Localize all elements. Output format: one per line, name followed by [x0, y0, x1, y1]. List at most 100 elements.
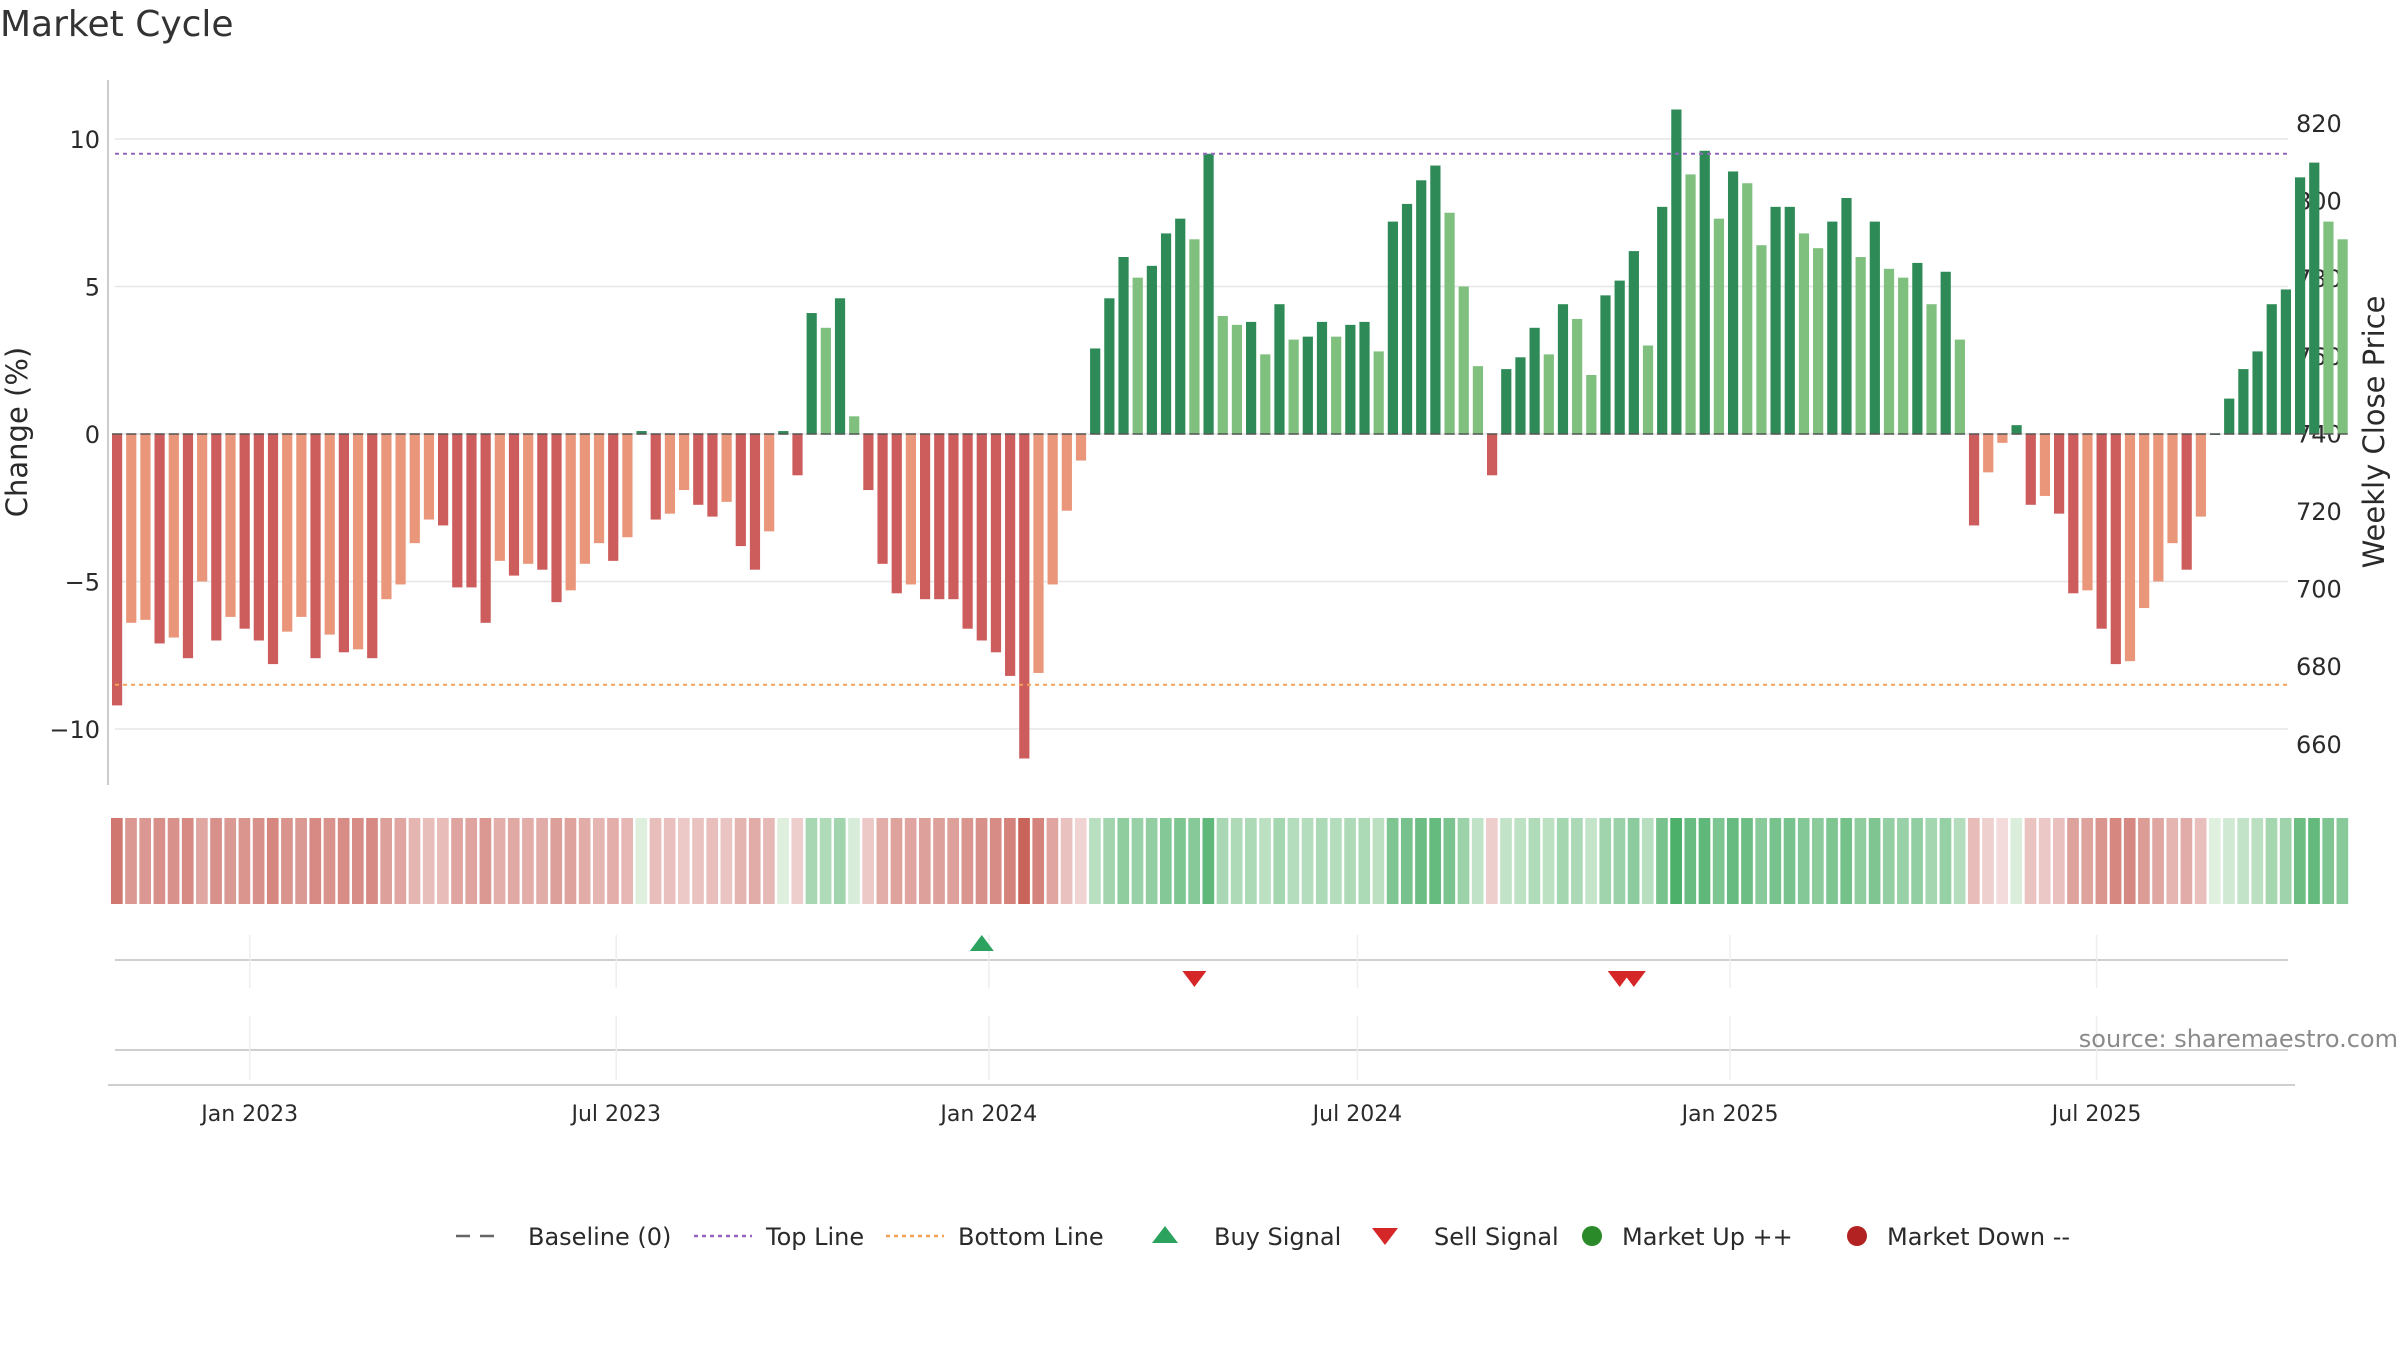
change-bar: [1316, 321, 1328, 434]
y-tick-label: 5: [85, 274, 100, 302]
y2-tick-label: 820: [2296, 110, 2342, 138]
change-bar: [1784, 206, 1795, 434]
change-bar: [593, 434, 605, 544]
cycle-strip-cell: [578, 818, 591, 904]
cycle-strip-cell: [918, 818, 931, 904]
cycle-strip-cell: [1046, 818, 1059, 904]
cycle-strip-cell: [1585, 818, 1597, 904]
legend-label: Buy Signal: [1214, 1223, 1341, 1251]
change-bar: [2323, 221, 2334, 434]
cycle-strip-cell: [1429, 818, 1441, 904]
change-bar: [1515, 357, 1526, 434]
cycle-strip-cell: [1344, 818, 1356, 904]
cycle-strip-cell: [479, 818, 492, 904]
cycle-strip-cell: [1656, 818, 1668, 904]
change-bar: [2039, 434, 2051, 496]
legend-swatch-circle: [1847, 1226, 1867, 1246]
legend-label: Sell Signal: [1434, 1223, 1559, 1251]
change-bar: [1543, 354, 1554, 434]
change-bar: [182, 434, 194, 659]
cycle-strip-cell: [1698, 818, 1711, 904]
cycle-strip-cell: [309, 818, 322, 904]
cycle-strip-cell: [1684, 818, 1697, 904]
cycle-strip-cell: [1018, 818, 1030, 904]
y2-axis-label: Weekly Close Price: [2357, 296, 2391, 569]
cycle-strip-cell: [2279, 818, 2292, 904]
change-bar: [1231, 324, 1243, 434]
cycle-strip-cell: [2123, 818, 2136, 904]
cycle-strip-cell: [2053, 818, 2065, 904]
change-bar: [1458, 286, 1469, 434]
y2-tick-label: 660: [2296, 731, 2342, 759]
y2-tick-label: 680: [2296, 653, 2342, 681]
cycle-strip-cell: [862, 818, 874, 904]
cycle-strip-cell: [351, 818, 364, 904]
cycle-strip-cell: [1982, 818, 1994, 904]
signal-vertical-grid: [248, 935, 2098, 1080]
change-bar: [976, 434, 987, 641]
change-bar: [948, 434, 959, 600]
change-bar: [111, 434, 123, 706]
cycle-strip-cell: [266, 818, 279, 904]
change-bar: [1090, 348, 1101, 434]
legend-label: Top Line: [765, 1223, 864, 1251]
change-bar: [452, 434, 463, 588]
legend-label: Market Down --: [1887, 1223, 2070, 1251]
change-bar: [1501, 369, 1512, 434]
cycle-strip-cell: [2024, 818, 2037, 904]
cycle-strip-cell: [422, 818, 435, 904]
cycle-strip-cell: [2180, 818, 2193, 904]
cycle-strip-cell: [1571, 818, 1583, 904]
change-bar: [1968, 434, 1980, 526]
change-bar: [1600, 295, 1611, 434]
legend-item: Baseline (0): [456, 1223, 671, 1251]
change-bar: [834, 298, 846, 434]
cycle-strip-cell: [1159, 818, 1172, 904]
cycle-strip-cell: [607, 818, 619, 904]
cycle-strip-cell: [2038, 818, 2051, 904]
cycle-strip-cell: [394, 818, 407, 904]
date-tick-label: Jul 2025: [2050, 1102, 2142, 1127]
change-bar: [1246, 321, 1257, 434]
cycle-strip-cell: [904, 818, 917, 904]
cycle-strip-cell: [1500, 818, 1512, 904]
cycle-strip-cell: [1953, 818, 1966, 904]
change-bar: [1203, 153, 1214, 434]
cycle-strip-cell: [805, 818, 818, 904]
cycle-strip-cell: [1074, 818, 1087, 904]
cycle-strip-cell: [791, 818, 804, 904]
change-bar: [2294, 177, 2306, 434]
legend-label: Market Up ++: [1622, 1223, 1793, 1251]
cycle-strip-cell: [465, 818, 478, 904]
change-bar: [423, 434, 435, 520]
cycle-strip-cell: [1486, 818, 1498, 904]
y-tick-label: −10: [49, 716, 100, 744]
change-bar: [140, 434, 151, 620]
change-bar: [1274, 304, 1285, 434]
cycle-strip-cell: [507, 818, 520, 904]
cycle-strip-cell: [1670, 818, 1682, 904]
cycle-strip-cell: [947, 818, 960, 904]
change-bar: [1756, 245, 1767, 434]
change-bar: [2139, 434, 2150, 609]
change-bar: [764, 434, 775, 532]
change-bar: [2011, 425, 2022, 434]
cycle-strip-cell: [1741, 818, 1753, 904]
cycle-strip-cell: [1089, 818, 1101, 904]
change-bar: [2167, 434, 2178, 544]
cycle-strip-cell: [819, 818, 832, 904]
change-bar: [1813, 248, 1824, 434]
cycle-strip-cell: [678, 818, 690, 904]
change-bar: [1770, 206, 1781, 434]
source-credit: source: sharemaestro.com: [2079, 1025, 2398, 1053]
change-bar: [707, 434, 718, 517]
date-tick-label: Jan 2025: [1680, 1102, 1779, 1127]
change-bar: [1798, 233, 1810, 434]
cycle-strip-cell: [1726, 818, 1739, 904]
change-bar: [1472, 366, 1484, 434]
cycle-strip-cell: [1060, 818, 1073, 904]
change-bar: [1175, 218, 1186, 434]
cycle-strip-cell: [2294, 818, 2306, 904]
cycle-strip-cell: [2237, 818, 2249, 904]
change-bar: [1699, 150, 1710, 435]
